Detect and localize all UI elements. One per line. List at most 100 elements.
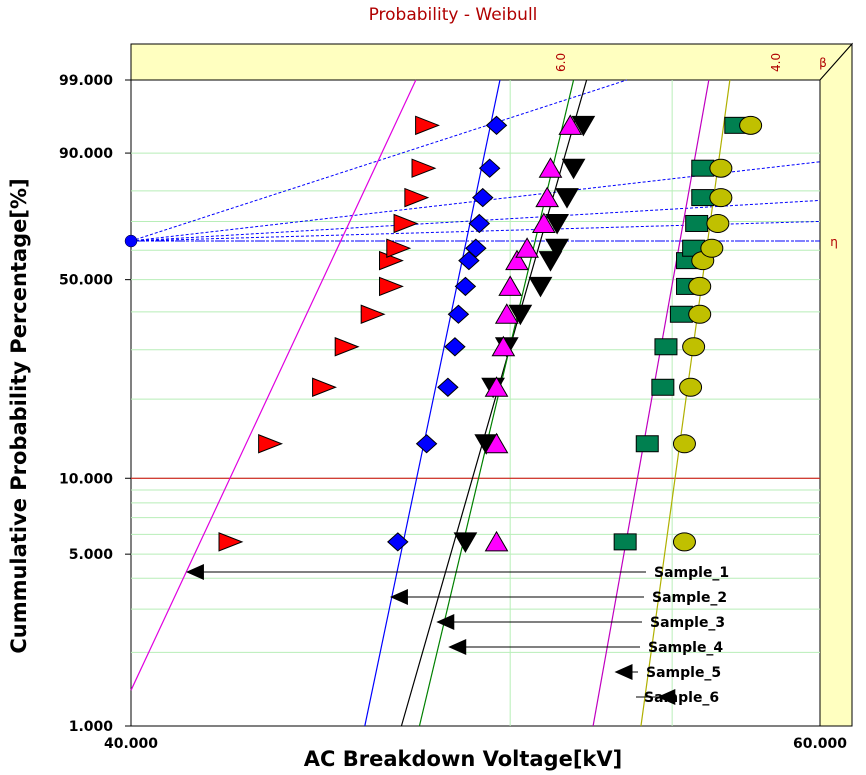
sample-arrow-head (614, 664, 633, 680)
plot-area (130, 79, 821, 727)
sample-labels: Sample_1 Sample_2 Sample_3 Sample_4 Sample_5… (185, 564, 729, 706)
fit-line-sample_1 (130, 79, 417, 691)
sample_6-point (709, 188, 733, 208)
beta-tick-label: 6.0 (554, 53, 568, 72)
sample_4-point (538, 157, 563, 178)
sample-label-sample_1: Sample_1 (654, 565, 729, 581)
sample_4-point (484, 530, 509, 552)
pivot-point (124, 234, 138, 248)
sample_3-point (453, 532, 478, 553)
sample_6-point (688, 304, 712, 324)
sample_3-point (508, 304, 533, 326)
sample-label-sample_4: Sample_4 (648, 640, 723, 656)
sample_4-point (498, 275, 523, 296)
sample_2-point (444, 337, 466, 357)
x-axis-title: AC Breakdown Voltage[kV] (304, 747, 622, 771)
y-axis-title: Cummulative Probability Percentage[%] (7, 178, 31, 653)
sample_2-point (485, 115, 508, 136)
sample_1-point (360, 304, 386, 324)
y-tick-label: 5.000 (69, 547, 114, 563)
fit-line-sample_6 (640, 79, 731, 727)
sample_2-point (447, 304, 470, 324)
eta-symbol: η (830, 235, 838, 249)
sample-arrow-head (448, 639, 467, 655)
sample_4-point (531, 212, 556, 233)
sample_1-point (379, 276, 404, 297)
x-tick-label: 60.000 (793, 736, 847, 752)
y-tick-label: 1.000 (69, 719, 114, 735)
frame-right-panel (819, 42, 853, 727)
sample_1-point (218, 532, 244, 552)
sample_4-point (484, 432, 509, 454)
sample_1-point (258, 434, 283, 454)
sample_6-point (679, 377, 703, 397)
sample_4-point (484, 376, 509, 397)
sample_1-point (379, 250, 404, 271)
sample_3-point (571, 115, 596, 137)
sample-arrow-head (389, 589, 408, 605)
y-tick-label: 10.000 (59, 471, 113, 487)
sample_1-point (312, 377, 337, 398)
y-tick-label: 90.000 (59, 146, 113, 162)
sample_6-point (672, 532, 696, 552)
sample_6-point (706, 213, 730, 233)
sample_5-point (685, 214, 709, 232)
sample_3-point (561, 158, 586, 180)
fit-line-sample_5 (592, 79, 710, 727)
beta-symbol: β (819, 56, 827, 70)
sample_2-point (454, 276, 477, 297)
sample_2-point (415, 434, 438, 454)
sample_1-point (415, 115, 440, 136)
sample_5-point (635, 435, 659, 453)
y-tick-label: 99.000 (59, 73, 113, 89)
sample-label-sample_2: Sample_2 (652, 590, 727, 606)
sample-label-sample_3: Sample_3 (650, 615, 725, 631)
data-points (218, 114, 763, 553)
sample_1-point (411, 158, 437, 178)
sample_6-point (700, 238, 724, 258)
sample_4-point (505, 249, 529, 271)
sample_6-point (709, 158, 733, 178)
sample_3-point (545, 213, 569, 235)
sample_6-point (739, 115, 763, 135)
sample-arrow-head (436, 614, 455, 630)
chart-title: Probability - Weibull (369, 5, 538, 25)
sample-label-sample_5: Sample_5 (646, 665, 721, 681)
sample_3-point (528, 276, 553, 298)
sample_2-point (478, 158, 501, 178)
sample_6-point (672, 434, 696, 454)
sample-arrow-head (185, 564, 204, 580)
fit-line-sample_3 (400, 79, 588, 727)
sample_2-point (437, 377, 459, 397)
sample_2-point (468, 213, 491, 234)
sample-label-sample_6: Sample_6 (644, 690, 719, 706)
beta-tick-label: 4.0 (769, 53, 783, 72)
sample_4-point (494, 303, 519, 324)
sample_2-point (458, 250, 480, 271)
sample_4-point (491, 335, 516, 357)
sample_3-point (545, 238, 569, 260)
axis-ticks: 99.000 90.000 50.000 10.000 5.000 1.00040.000… (59, 53, 847, 752)
sample_4-point (515, 237, 539, 258)
x-tick-label: 40.000 (104, 736, 158, 752)
sample_2-point (387, 532, 409, 552)
sample_5-point (654, 338, 678, 356)
sample_1-point (334, 337, 360, 357)
sample_1-point (404, 187, 430, 208)
sample_6-point (682, 337, 706, 357)
sample_4-point (558, 114, 583, 135)
sample_5-point (651, 378, 675, 396)
sample_6-point (688, 276, 712, 296)
sample_3-point (555, 188, 579, 209)
y-tick-label: 50.000 (59, 273, 113, 289)
plot-frame (130, 42, 854, 727)
fit-line-sample_2 (364, 79, 501, 727)
sample_5-point (613, 533, 637, 551)
sample_4-point (535, 186, 560, 208)
sample_1-point (386, 238, 412, 258)
frame-top-panel (130, 43, 854, 81)
sample_1-point (393, 213, 419, 234)
sample_2-point (465, 238, 487, 258)
